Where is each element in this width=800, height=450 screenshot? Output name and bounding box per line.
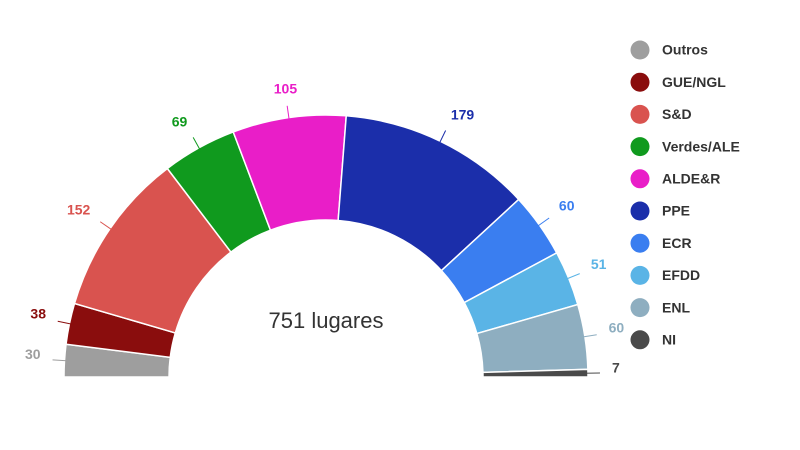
leader-line xyxy=(192,137,202,152)
legend-swatch xyxy=(630,104,650,124)
seat-segment xyxy=(482,368,589,378)
legend-swatch xyxy=(630,330,650,350)
leader-line xyxy=(99,221,114,232)
legend-label: NI xyxy=(662,332,676,348)
data-label: 30 xyxy=(25,346,41,362)
legend-swatch xyxy=(630,72,650,92)
legend-label: Outros xyxy=(662,42,708,58)
legend-label: ENL xyxy=(662,299,690,315)
legend-label: GUE/NGL xyxy=(662,74,726,90)
data-label: 60 xyxy=(609,320,625,336)
legend-swatch xyxy=(630,233,650,253)
leader-line xyxy=(580,334,597,338)
legend-label: EFDD xyxy=(662,267,700,283)
data-label: 7 xyxy=(612,360,620,376)
data-label: 60 xyxy=(559,198,575,214)
leader-line xyxy=(438,130,447,146)
legend-swatch xyxy=(630,298,650,318)
legend-label: ECR xyxy=(662,235,692,251)
data-label: 51 xyxy=(591,256,607,272)
leader-line xyxy=(286,105,290,122)
leader-line xyxy=(57,320,74,325)
data-label: 38 xyxy=(30,305,46,321)
leader-line xyxy=(535,217,550,228)
legend-swatch xyxy=(630,40,650,60)
legend-label: PPE xyxy=(662,203,690,219)
leader-line xyxy=(564,273,580,281)
legend-swatch xyxy=(630,137,650,157)
data-label: 105 xyxy=(274,81,298,97)
leader-line xyxy=(52,359,69,362)
center-label: 751 lugares xyxy=(269,308,384,333)
legend-label: S&D xyxy=(662,106,692,122)
legend-swatch xyxy=(630,201,650,221)
data-label: 69 xyxy=(172,114,188,130)
legend-swatch xyxy=(630,169,650,189)
data-label: 179 xyxy=(451,106,475,122)
legend-label: Verdes/ALE xyxy=(662,138,740,154)
legend-swatch xyxy=(630,265,650,285)
data-label: 152 xyxy=(67,202,91,218)
legend-label: ALDE&R xyxy=(662,171,720,187)
